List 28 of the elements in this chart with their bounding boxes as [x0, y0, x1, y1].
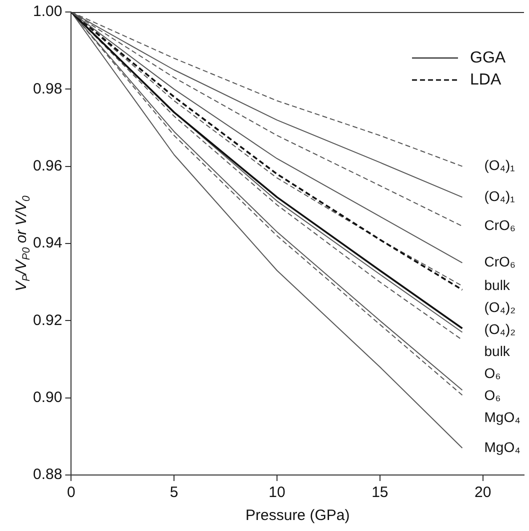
x-tick-label: 10: [268, 484, 286, 502]
annotation: LDA: [470, 71, 502, 88]
series-label: (O₄)₁: [484, 188, 516, 204]
y-tick-label: 0.96: [32, 157, 62, 174]
y-tick-label: 0.92: [32, 312, 62, 329]
text: O₆: [484, 364, 501, 381]
series-label: bulk: [484, 276, 511, 293]
y-axis-title: VP/VP0 or V/V0: [13, 195, 32, 292]
series-label: MgO₄: [484, 438, 521, 455]
series-label: O₆: [484, 386, 501, 403]
series-label: (O₄)₂: [484, 320, 516, 337]
x-tick-label: 5: [170, 484, 178, 502]
series-label: (O₄)₂: [484, 298, 516, 315]
y-tick-label: 0.94: [32, 234, 62, 252]
x-tick-label: 15: [372, 484, 388, 502]
series-label: CrO₆: [484, 254, 516, 270]
y-tick-label: 0.90: [32, 388, 62, 406]
x-axis-title: Pressure (GPa): [245, 507, 350, 524]
series-label: (O₄)₁: [484, 157, 516, 174]
annotation: GGA: [470, 49, 506, 66]
series-label: MgO₄: [484, 408, 521, 425]
x-tick-label: 20: [474, 484, 492, 502]
x-tick-label: 0: [67, 484, 76, 502]
series-label: bulk: [484, 342, 511, 359]
y-tick-label: 1.00: [32, 3, 62, 20]
y-tick-label: 0.88: [32, 466, 62, 484]
y-tick-label: 0.98: [32, 80, 62, 98]
series-label: CrO₆: [484, 216, 516, 233]
